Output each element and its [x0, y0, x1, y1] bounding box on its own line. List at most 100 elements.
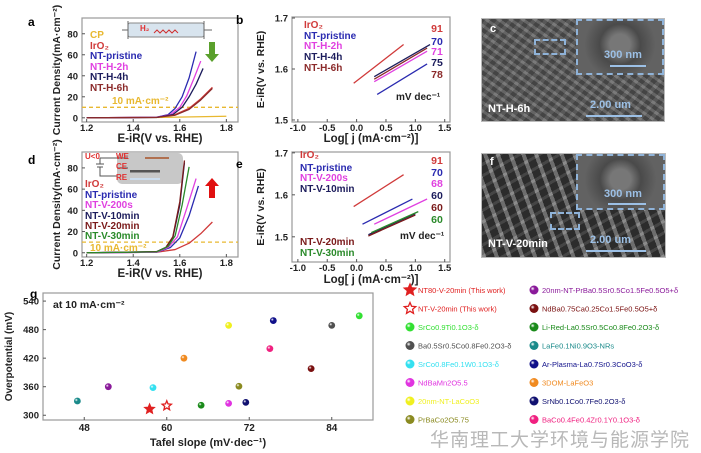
legend-label: NT-H-6h [90, 83, 128, 94]
condition-label: at 10 mA·cm⁻² [53, 299, 125, 311]
series-line-NT-pristine [376, 63, 428, 96]
legend-marker [529, 396, 539, 406]
legend-label: NT-V-20min [300, 237, 354, 248]
data-point-Ar-Plasma-La0.7Sr0.3CoO3-δ [269, 317, 277, 324]
x-tick-label: 1.4 [127, 258, 141, 269]
scale-bar [586, 115, 642, 117]
legend-label: NT-V-10min [300, 184, 354, 195]
x-tick-label: 84 [326, 423, 338, 434]
circuit-inset [117, 153, 183, 184]
legend-marker [405, 341, 415, 350]
legend-label: NT-H-4h [90, 72, 128, 83]
legend-label: NT-pristine [304, 31, 357, 42]
x-tick-label: 1.8 [220, 258, 233, 269]
y-tick-label: 300 [23, 411, 39, 422]
plot-frame [81, 151, 239, 258]
x-tick-label: 1.2 [80, 258, 93, 269]
data-point-NT80-V-20min (This work) [143, 402, 156, 415]
y-tick-label: 1.6 [275, 190, 288, 201]
legend-label: IrO₂ [85, 179, 104, 190]
y-axis-title: Current Density(mA·cm⁻²) [51, 5, 63, 135]
x-tick-label: 1.5 [438, 263, 452, 274]
legend-label: SrCo0.8Fe0.1W0.1O3-δ [418, 360, 499, 369]
legend-label: NT-H-2h [304, 41, 342, 52]
tafel-slope-label: 68 [431, 178, 443, 190]
x-tick-label: 0.5 [379, 263, 393, 274]
zoom-region-box [550, 212, 580, 230]
data-point-PrBaCo2O5.75 [235, 382, 243, 390]
legend-label: IrO₂ [304, 20, 323, 31]
tafel-slope-label: 60 [431, 202, 443, 214]
legend-label: NT-V-20min (This work) [418, 305, 497, 314]
sample-label: NT-V-20min [488, 238, 548, 250]
legend-marker [405, 396, 415, 406]
circuit-label: U<0 [85, 152, 100, 161]
panel-label: e [236, 157, 243, 171]
panel-label: d [28, 153, 35, 167]
series-line-NT-H-6h [373, 47, 428, 80]
inset-scale-bar [610, 65, 646, 67]
series-line-IrO₂ [353, 174, 404, 208]
legend-marker [405, 378, 415, 387]
y-tick-label: 20 [67, 227, 78, 238]
y-tick-label: 360 [23, 382, 39, 393]
sem-image-f: f 300 nm NT-V-20min 2.00 um [481, 153, 666, 258]
legend-label: NT80-V-20min (This work) [418, 286, 506, 295]
series-line-NT-H-6h [86, 87, 213, 119]
x-tick-label: 1.0 [409, 263, 422, 274]
panel-label: g [30, 287, 37, 301]
scale-label: 2.00 um [590, 234, 631, 246]
legend-marker [529, 359, 539, 369]
reactor-ends [122, 21, 212, 39]
legend-label: NT-V-20min [85, 221, 139, 232]
y-tick-label: 1.7 [275, 14, 288, 25]
legend-label: 20nm-NT-LaCoO3 [418, 397, 479, 406]
circuit-label: RE [116, 173, 128, 182]
y-tick-label: 80 [67, 163, 78, 174]
y-axis-title: E-iR(V vs. RHE) [255, 31, 267, 109]
counter-electrode [130, 170, 160, 173]
unit-label: mV dec⁻¹ [396, 92, 441, 103]
y-tick-label: 480 [23, 325, 39, 336]
reference-label: 10 mA·cm⁻² [112, 96, 169, 107]
y-axis-title: Current Density(mA·cm⁻²) [51, 139, 63, 269]
x-tick-label: 0.5 [379, 123, 393, 134]
y-tick-label: 1.5 [275, 232, 289, 243]
x-tick-label: -0.5 [319, 123, 336, 134]
y-tick-label: 1.6 [275, 64, 288, 75]
x-tick-label: 1.4 [127, 123, 141, 134]
tafel-slope-label: 70 [431, 167, 443, 179]
x-tick-label: 1.6 [173, 258, 186, 269]
legend-marker [405, 322, 415, 332]
x-tick-label: 1.8 [220, 123, 233, 134]
panel-label: b [236, 13, 243, 27]
plot-frame [81, 17, 239, 123]
panel-label-f: f [490, 156, 494, 168]
panel-b [291, 16, 451, 123]
y-tick-label: 80 [67, 29, 78, 40]
series-line-NT-H-4h [373, 43, 431, 78]
scale-bar [586, 250, 646, 252]
legend-label: 3DOM-LaFeO3 [542, 379, 593, 388]
tafel-slope-label: 71 [431, 46, 443, 58]
legend-marker [529, 341, 539, 350]
data-point-LaFe0.1Ni0.9O3-NRs [73, 397, 81, 405]
legend-marker [405, 359, 415, 369]
tafel-slope-label: 75 [431, 57, 443, 69]
legend-label: NT-V-10min [85, 211, 139, 222]
inset-scale-label: 300 nm [604, 188, 642, 200]
x-axis-title: Tafel slope (mV·dec⁻¹) [150, 437, 267, 449]
tafel-slope-label: 70 [431, 36, 443, 48]
y-tick-label: 420 [23, 354, 39, 365]
y-axis-title: E-iR(V vs. RHE) [255, 168, 267, 246]
data-point-3DOM-LaFeO3 [180, 354, 188, 362]
legend-label: 20nm-NT-PrBa0.5Sr0.5Co1.5Fe0.5O5+δ [542, 286, 678, 295]
y-tick-label: 60 [67, 50, 78, 61]
scale-label: 2.00 um [590, 99, 631, 111]
x-axis-title: Log[ j (mA·cm⁻²)] [324, 133, 419, 145]
x-tick-label: 48 [79, 423, 91, 434]
plot-frame [42, 292, 374, 421]
series-line-NT-V-20min [368, 214, 416, 237]
legend-label: NT-V-30min [85, 231, 139, 242]
watermark: 华南理工大学环境与能源学院 [430, 429, 691, 451]
